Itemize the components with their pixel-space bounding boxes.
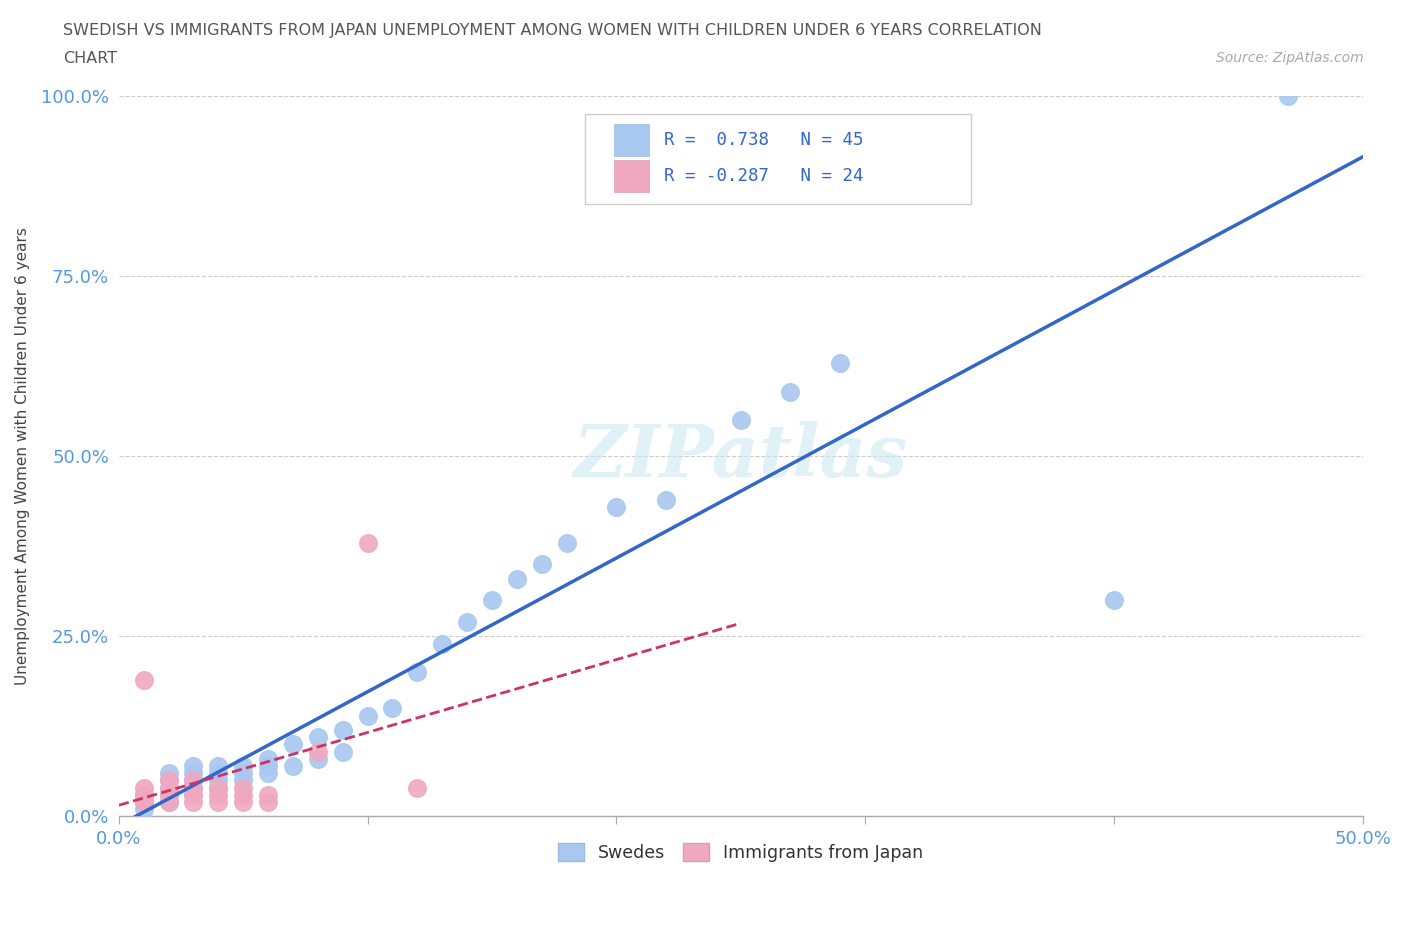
- Point: [157, 788, 180, 803]
- Point: [207, 794, 229, 809]
- Point: [207, 773, 229, 788]
- Y-axis label: Unemployment Among Women with Children Under 6 years: Unemployment Among Women with Children U…: [15, 228, 30, 685]
- Point: [356, 536, 378, 551]
- Point: [183, 780, 205, 795]
- FancyBboxPatch shape: [585, 114, 970, 205]
- Point: [232, 759, 254, 774]
- Point: [1102, 593, 1125, 608]
- Point: [157, 780, 180, 795]
- Text: Source: ZipAtlas.com: Source: ZipAtlas.com: [1216, 51, 1364, 65]
- Point: [307, 744, 329, 759]
- Point: [157, 780, 180, 795]
- Point: [257, 765, 280, 780]
- Point: [257, 759, 280, 774]
- Point: [281, 737, 304, 751]
- Point: [157, 773, 180, 788]
- Point: [655, 492, 678, 507]
- Point: [157, 773, 180, 788]
- Text: SWEDISH VS IMMIGRANTS FROM JAPAN UNEMPLOYMENT AMONG WOMEN WITH CHILDREN UNDER 6 : SWEDISH VS IMMIGRANTS FROM JAPAN UNEMPLO…: [63, 23, 1042, 38]
- Point: [506, 571, 529, 586]
- Point: [530, 557, 553, 572]
- Point: [157, 765, 180, 780]
- Point: [481, 593, 503, 608]
- Point: [779, 384, 801, 399]
- Point: [456, 615, 478, 630]
- Point: [132, 802, 155, 817]
- Point: [830, 355, 852, 370]
- Point: [207, 765, 229, 780]
- Point: [406, 665, 429, 680]
- Point: [605, 499, 627, 514]
- Point: [207, 759, 229, 774]
- Point: [157, 794, 180, 809]
- Point: [232, 794, 254, 809]
- Point: [183, 773, 205, 788]
- Bar: [614, 160, 648, 193]
- Point: [132, 794, 155, 809]
- Point: [183, 780, 205, 795]
- Point: [555, 536, 578, 551]
- Point: [132, 780, 155, 795]
- Point: [281, 759, 304, 774]
- Point: [232, 773, 254, 788]
- Text: R = -0.287   N = 24: R = -0.287 N = 24: [664, 167, 863, 185]
- Point: [183, 788, 205, 803]
- Point: [257, 788, 280, 803]
- Point: [307, 730, 329, 745]
- Legend: Swedes, Immigrants from Japan: Swedes, Immigrants from Japan: [551, 836, 929, 869]
- Point: [207, 780, 229, 795]
- Point: [183, 773, 205, 788]
- Point: [257, 751, 280, 766]
- Point: [207, 788, 229, 803]
- Point: [332, 744, 354, 759]
- Point: [132, 672, 155, 687]
- Point: [157, 794, 180, 809]
- Point: [307, 751, 329, 766]
- Point: [183, 765, 205, 780]
- Point: [1277, 89, 1299, 104]
- Point: [132, 788, 155, 803]
- Point: [356, 708, 378, 723]
- Point: [406, 780, 429, 795]
- Point: [157, 788, 180, 803]
- Point: [183, 788, 205, 803]
- Point: [381, 701, 404, 716]
- Point: [432, 636, 454, 651]
- Point: [207, 780, 229, 795]
- Point: [730, 413, 752, 428]
- Point: [257, 794, 280, 809]
- Point: [132, 794, 155, 809]
- Point: [183, 759, 205, 774]
- Text: CHART: CHART: [63, 51, 117, 66]
- Bar: [614, 124, 648, 156]
- Point: [232, 780, 254, 795]
- Text: R =  0.738   N = 45: R = 0.738 N = 45: [664, 131, 863, 149]
- Point: [232, 765, 254, 780]
- Point: [132, 794, 155, 809]
- Point: [232, 788, 254, 803]
- Point: [332, 723, 354, 737]
- Point: [132, 788, 155, 803]
- Text: ZIPatlas: ZIPatlas: [574, 421, 908, 492]
- Point: [183, 794, 205, 809]
